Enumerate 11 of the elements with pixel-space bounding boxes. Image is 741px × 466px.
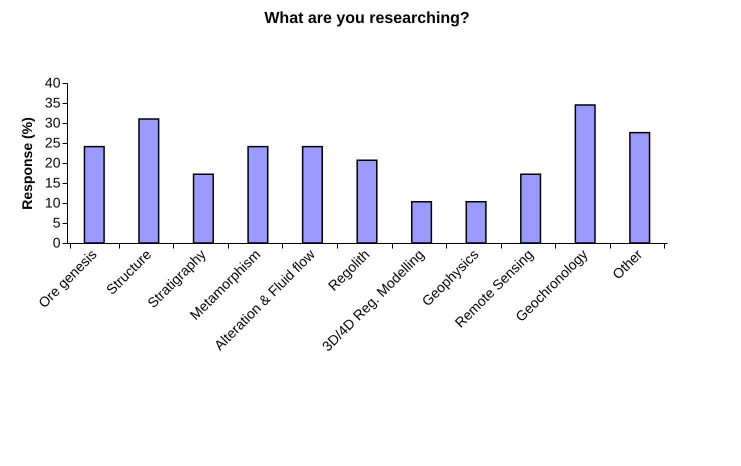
y-tick-label: 40 bbox=[44, 74, 61, 90]
chart-title: What are you researching? bbox=[264, 10, 470, 27]
y-tick-label: 5 bbox=[52, 214, 61, 230]
y-tick-label: 10 bbox=[44, 194, 61, 210]
y-tick-label: 30 bbox=[44, 114, 61, 130]
y-tick-label: 0 bbox=[52, 234, 61, 250]
y-tick-label: 35 bbox=[44, 94, 61, 110]
y-tick-label: 15 bbox=[44, 174, 61, 190]
y-axis-title: Response (%) bbox=[18, 117, 35, 210]
y-tick-label: 25 bbox=[44, 134, 61, 150]
y-tick-label: 20 bbox=[44, 154, 61, 170]
